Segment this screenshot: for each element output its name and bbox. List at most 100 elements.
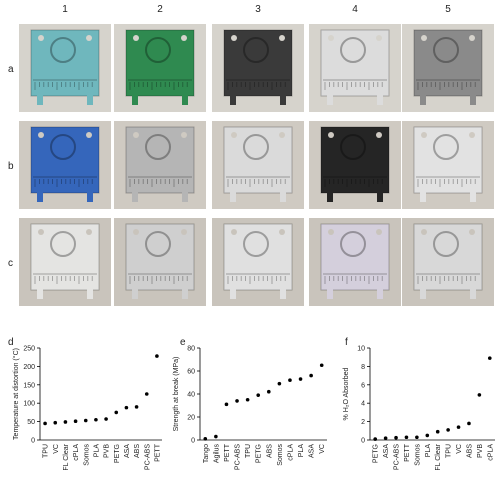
x-tick-label: Somos (83, 444, 90, 466)
data-point (477, 393, 482, 397)
part-plate (125, 223, 195, 291)
part-hole (181, 132, 187, 138)
data-point (63, 420, 68, 424)
row-label: b (8, 161, 14, 172)
part-tab (87, 95, 93, 105)
part-tab (280, 289, 286, 299)
x-tick-label: VC (53, 444, 60, 454)
part-tab (182, 289, 188, 299)
x-tick-label: PLA (425, 444, 432, 458)
y-axis-label: % H₂O Absorbed (343, 367, 350, 420)
part-hole (376, 35, 382, 41)
data-point (467, 421, 471, 426)
data-point (415, 435, 419, 440)
part-hole (376, 229, 382, 235)
part-ring (243, 231, 269, 257)
part-plate (413, 126, 483, 194)
y-tick-label: 10 (357, 346, 365, 353)
x-tick-label: ASA (124, 444, 131, 458)
part-tab (280, 95, 286, 105)
column-label: 2 (157, 4, 163, 15)
part-hole (231, 132, 237, 138)
y-tick-label: 200 (23, 364, 35, 371)
data-point (319, 363, 324, 368)
y-tick-label: 6 (361, 382, 365, 389)
x-tick-label: ABS (134, 444, 141, 458)
part-tab (132, 95, 138, 105)
part-plate (223, 223, 293, 291)
column-label: 1 (62, 4, 68, 15)
x-tick-label: VC (456, 444, 463, 454)
photo (212, 121, 304, 209)
panel-label: d (8, 337, 14, 348)
data-point (446, 428, 450, 432)
y-tick-label: 0 (361, 438, 365, 445)
part-hole (421, 35, 427, 41)
row-label: a (8, 64, 14, 75)
part-plate (320, 126, 390, 194)
part-tab (230, 95, 236, 105)
x-tick-label: ABS (266, 444, 273, 458)
part-hole (279, 229, 285, 235)
part-hole (181, 229, 187, 235)
photo (309, 218, 401, 306)
part-ring (433, 231, 459, 257)
data-point (224, 402, 229, 407)
data-point (435, 429, 440, 434)
part-ring (145, 134, 171, 160)
y-tick-label: 100 (23, 401, 35, 408)
part-tab (327, 95, 333, 105)
part-ring (145, 37, 171, 63)
part-hole (231, 229, 237, 235)
data-point (394, 435, 398, 440)
y-tick-label: 250 (23, 346, 35, 353)
part-hole (421, 229, 427, 235)
column-label: 3 (255, 4, 261, 15)
part-tab (182, 192, 188, 202)
x-tick-label: TPU (43, 444, 50, 458)
photo (114, 218, 206, 306)
part-tab (182, 95, 188, 105)
part-hole (133, 35, 139, 41)
row-label: c (8, 258, 13, 269)
x-tick-label: PETT (154, 443, 161, 462)
part-plate (413, 29, 483, 97)
part-hole (231, 35, 237, 41)
part-tab (377, 192, 383, 202)
data-point (266, 389, 271, 394)
part-hole (86, 132, 92, 138)
x-tick-label: Somos (414, 444, 421, 466)
part-tab (132, 289, 138, 299)
part-tab (470, 192, 476, 202)
data-point (134, 405, 139, 409)
part-hole (38, 229, 44, 235)
photo (309, 121, 401, 209)
data-point (288, 378, 292, 383)
y-tick-label: 2 (361, 419, 365, 426)
x-tick-label: FL Clear (435, 443, 442, 470)
x-tick-label: cPLA (487, 444, 494, 461)
part-hole (279, 132, 285, 138)
part-ring (243, 134, 269, 160)
panel-label: e (180, 337, 186, 348)
part-tab (87, 289, 93, 299)
data-point (214, 434, 218, 439)
part-tab (377, 289, 383, 299)
data-point (298, 377, 303, 381)
y-tick-label: 8 (361, 364, 365, 371)
x-tick-label: PETG (256, 444, 263, 463)
x-tick-label: PC-ABS (144, 444, 151, 470)
y-tick-label: 4 (361, 401, 365, 408)
part-tab (280, 192, 286, 202)
y-tick-label: 60 (187, 369, 195, 376)
part-tab (37, 192, 43, 202)
x-tick-label: PC-ABS (235, 444, 242, 470)
data-point (277, 381, 282, 386)
data-point (487, 356, 492, 360)
x-tick-label: cPLA (73, 444, 80, 461)
part-plate (413, 223, 483, 291)
x-tick-label: Tango (203, 444, 210, 463)
x-tick-label: TPU (446, 444, 453, 458)
x-tick-label: PVB (477, 444, 484, 458)
panel-label: f (345, 337, 348, 348)
